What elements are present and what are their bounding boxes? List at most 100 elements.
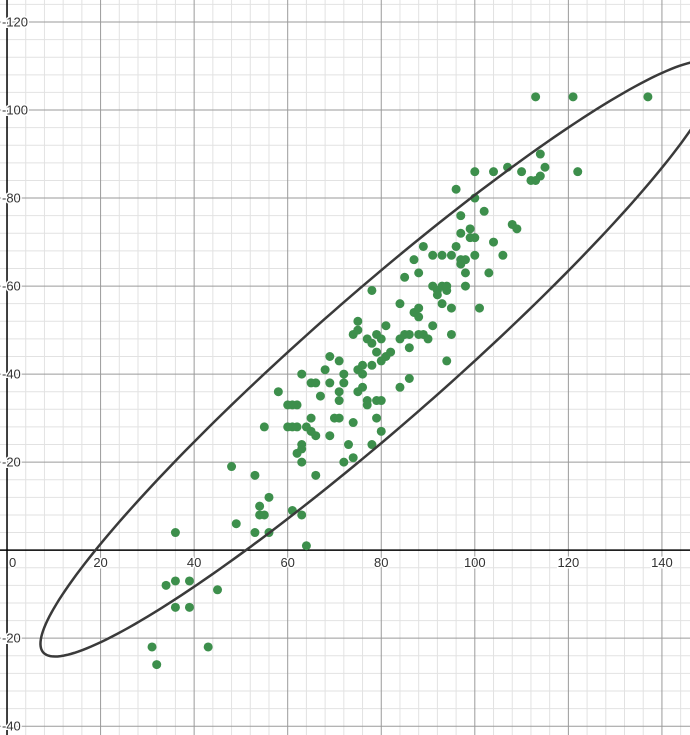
data-point xyxy=(339,457,349,467)
data-point xyxy=(325,431,335,441)
x-tick-label: 0 xyxy=(9,555,16,570)
data-point xyxy=(414,312,424,322)
data-point xyxy=(213,585,223,595)
data-point xyxy=(170,602,180,612)
data-point xyxy=(442,281,452,291)
data-point xyxy=(250,528,260,538)
data-point xyxy=(540,162,550,172)
data-point xyxy=(498,250,508,260)
confidence-ellipse xyxy=(39,61,690,658)
data-point xyxy=(451,241,461,251)
data-point xyxy=(404,343,414,353)
data-point xyxy=(227,462,237,472)
data-point xyxy=(358,382,368,392)
data-point xyxy=(320,365,330,375)
data-point xyxy=(376,334,386,344)
data-point xyxy=(386,347,396,357)
data-point xyxy=(367,360,377,370)
data-point xyxy=(311,378,321,388)
data-point xyxy=(456,228,466,238)
data-point xyxy=(460,268,470,278)
y-tick-label: -120 xyxy=(2,15,28,30)
data-point xyxy=(404,374,414,384)
x-tick-label: 40 xyxy=(187,555,201,570)
tick-labels: 0 20 40 60 80 100 120 140 -40 -20 -20 -40 -60 -80 -100… xyxy=(1,13,675,735)
data-point xyxy=(470,250,480,260)
data-point xyxy=(301,541,311,551)
y-tick-label: -40 xyxy=(2,719,21,734)
data-point xyxy=(203,642,213,652)
data-point xyxy=(297,444,307,454)
data-point xyxy=(273,387,283,397)
data-point xyxy=(353,316,363,326)
data-point xyxy=(479,206,489,216)
data-point xyxy=(512,224,522,234)
data-point xyxy=(437,250,447,260)
data-point xyxy=(442,356,452,366)
x-tick-label: 80 xyxy=(374,555,388,570)
data-point xyxy=(470,233,480,243)
data-point xyxy=(170,576,180,586)
data-point xyxy=(334,413,344,423)
data-point xyxy=(418,241,428,251)
data-point xyxy=(297,457,307,467)
data-point xyxy=(367,338,377,348)
data-point xyxy=(311,431,321,441)
data-point xyxy=(147,642,157,652)
data-point xyxy=(372,347,382,357)
y-tick-label: -60 xyxy=(2,279,21,294)
y-tick-label: -20 xyxy=(2,455,21,470)
data-point xyxy=(348,453,358,463)
data-point xyxy=(297,369,307,379)
data-point xyxy=(409,255,419,265)
data-point xyxy=(255,501,265,511)
x-tick-label: 60 xyxy=(280,555,294,570)
data-point xyxy=(428,250,438,260)
data-point xyxy=(460,281,470,291)
data-point xyxy=(367,285,377,295)
data-point xyxy=(170,528,180,538)
data-point xyxy=(334,387,344,397)
x-tick-label: 100 xyxy=(464,555,486,570)
data-point xyxy=(325,351,335,361)
data-point xyxy=(264,492,274,502)
data-point xyxy=(432,290,442,300)
data-point xyxy=(489,237,499,247)
data-point xyxy=(423,334,433,344)
data-point xyxy=(348,418,358,428)
data-point xyxy=(535,149,545,159)
data-point xyxy=(184,576,194,586)
data-point xyxy=(395,382,405,392)
y-tick-label: -100 xyxy=(2,103,28,118)
data-point xyxy=(376,426,386,436)
data-point xyxy=(376,396,386,406)
data-point xyxy=(358,360,368,370)
data-point xyxy=(437,299,447,309)
data-point xyxy=(231,519,241,529)
y-tick-label: -80 xyxy=(2,191,21,206)
data-point xyxy=(311,470,321,480)
x-tick-label: 120 xyxy=(558,555,580,570)
data-point xyxy=(339,378,349,388)
data-points xyxy=(147,92,653,670)
data-point xyxy=(259,510,269,520)
data-point xyxy=(446,329,456,339)
data-point xyxy=(362,400,372,410)
data-point xyxy=(292,422,302,432)
data-point xyxy=(568,92,578,102)
data-point xyxy=(446,303,456,313)
data-point xyxy=(339,369,349,379)
data-point xyxy=(460,255,470,265)
data-point xyxy=(372,413,382,423)
data-point xyxy=(643,92,653,102)
data-point xyxy=(535,171,545,181)
y-tick-label: -40 xyxy=(2,367,21,382)
data-point xyxy=(484,268,494,278)
y-tick-label: -20 xyxy=(2,631,21,646)
data-point xyxy=(344,440,354,450)
data-point xyxy=(367,440,377,450)
data-point xyxy=(465,224,475,234)
